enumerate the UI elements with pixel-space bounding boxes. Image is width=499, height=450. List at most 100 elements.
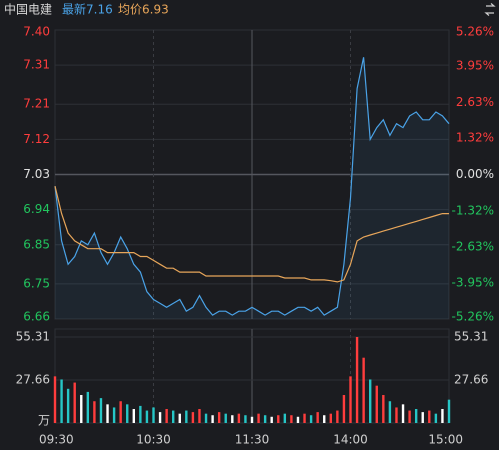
volume-bar: [237, 413, 241, 423]
volume-bar: [296, 416, 300, 423]
latest-price: 最新7.16: [62, 2, 113, 17]
volume-bar: [178, 413, 181, 423]
arrow-right[interactable]: [486, 3, 496, 7]
volume-bar: [263, 415, 267, 423]
y-tick-label: 6.66: [23, 310, 50, 324]
volume-bar: [316, 412, 319, 423]
x-tick-label: 10:30: [136, 433, 171, 447]
price-area: [55, 57, 449, 320]
volume-bar: [185, 410, 188, 423]
y-tick-label: 6.94: [23, 202, 50, 216]
y-tick-label: 7.21: [23, 97, 50, 111]
volume-bar: [224, 413, 227, 423]
volume-bar: [198, 409, 201, 423]
price-line: [54, 57, 450, 316]
arrow-left[interactable]: [484, 12, 494, 16]
volume-unit: 万: [38, 414, 50, 428]
x-tick-label: 11:30: [235, 433, 270, 447]
volume-tick-label-right: 27.66: [454, 372, 488, 386]
average-line: [54, 186, 449, 283]
volume-bar: [53, 376, 57, 423]
volume-bar: [93, 401, 96, 423]
volume-bar: [408, 410, 411, 423]
volume-bar: [303, 413, 306, 423]
y2-tick-label: 5.26%: [456, 25, 494, 39]
volume-bar: [323, 415, 326, 423]
volume-bar: [283, 413, 287, 423]
y2-tick-label: 1.32%: [456, 131, 494, 145]
volume-bar: [428, 410, 431, 423]
y2-tick-label: 3.95%: [456, 58, 494, 72]
volume-bar: [382, 395, 385, 423]
volume-bar: [99, 398, 103, 423]
stock-name: 中国电建: [4, 2, 52, 17]
volume-bar: [290, 415, 293, 423]
volume-bar: [112, 407, 116, 423]
volume-bar: [191, 412, 195, 423]
volume-bar: [126, 404, 129, 423]
volume-bar: [86, 391, 90, 423]
toggle-icon[interactable]: [484, 3, 496, 16]
x-tick-label: 14:00: [333, 433, 368, 447]
volume-bar: [309, 415, 313, 423]
volume-bar: [441, 409, 444, 423]
volume-bar: [349, 376, 352, 423]
volume-bar: [421, 412, 424, 423]
volume-tick-label-right: 55.31: [454, 330, 488, 344]
volume-bar: [434, 413, 438, 423]
volume-tick-label: 55.31: [16, 330, 50, 344]
volume-bar: [165, 409, 168, 423]
y-tick-label: 6.85: [23, 237, 50, 251]
volume-bar: [270, 416, 273, 423]
volume-bar: [244, 415, 247, 423]
volume-bar: [375, 385, 378, 423]
volume-bar: [60, 379, 63, 423]
volume-bar: [355, 337, 359, 423]
volume-bar: [342, 395, 346, 423]
y2-tick-label: 0.00%: [456, 167, 494, 181]
volume-bar: [369, 379, 372, 423]
volume-bar: [217, 412, 221, 423]
y-tick-label: 7.03: [23, 167, 50, 181]
volume-bar: [362, 357, 365, 423]
volume-bar: [447, 399, 451, 423]
volume-bar: [401, 404, 405, 423]
volume-bar: [277, 415, 280, 423]
x-tick-label: 09:30: [39, 433, 74, 447]
volume-tick-label: 27.66: [16, 372, 50, 386]
y2-tick-label: 2.63%: [456, 95, 494, 109]
volume-bar: [158, 412, 162, 423]
y2-tick-label: -1.32%: [452, 203, 494, 217]
y-tick-label: 7.40: [23, 25, 50, 39]
volume-bar: [395, 407, 398, 423]
volume-bar: [250, 416, 254, 423]
volume-bar: [172, 410, 175, 423]
volume-bar: [66, 388, 70, 423]
y-tick-label: 7.31: [23, 58, 50, 72]
average-price: 均价6.93: [118, 3, 169, 17]
volume-bar: [414, 409, 418, 423]
volume-bar: [204, 413, 208, 423]
y-tick-label: 7.12: [23, 132, 50, 146]
y2-tick-label: -2.63%: [452, 239, 494, 253]
volume-bar: [145, 410, 149, 423]
volume-bar: [132, 409, 135, 423]
volume-bar: [388, 401, 392, 423]
volume-bar: [231, 415, 234, 423]
x-tick-label: 15:00: [428, 433, 463, 447]
volume-bar: [152, 407, 155, 423]
y-tick-label: 6.75: [23, 276, 50, 290]
y2-tick-label: -3.95%: [452, 276, 494, 290]
volume-bar: [336, 410, 339, 423]
volume-bar: [119, 401, 122, 423]
volume-bar: [139, 405, 142, 423]
volume-bar: [80, 395, 83, 423]
volume-bar: [106, 404, 109, 423]
volume-bar: [73, 382, 76, 423]
y2-tick-label: -5.26%: [452, 310, 494, 324]
volume-bar: [329, 413, 332, 423]
volume-bar: [257, 413, 260, 423]
